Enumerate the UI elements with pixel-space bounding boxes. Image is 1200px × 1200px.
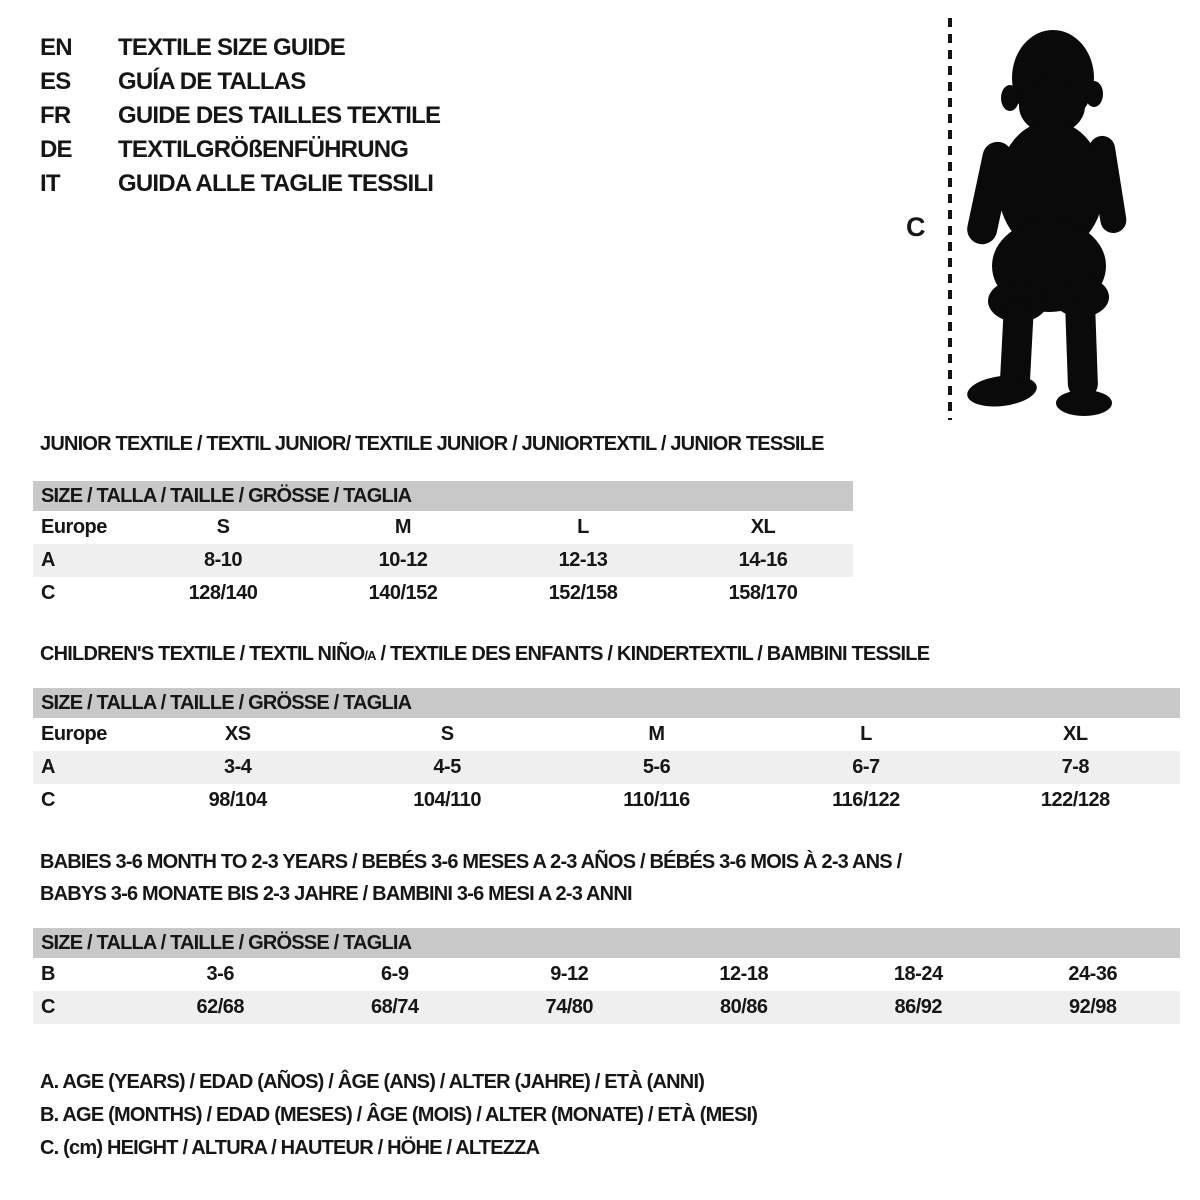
row-label: A <box>41 549 55 571</box>
table-cell: 4-5 <box>433 756 461 778</box>
legend-line-a: A. AGE (YEARS) / EDAD (AÑOS) / ÂGE (ANS)… <box>40 1071 705 1093</box>
table-cell: 5-6 <box>642 756 671 778</box>
row-label: A <box>41 756 55 778</box>
table-cell: 7-8 <box>1061 756 1090 778</box>
children-section-title: CHILDREN'S TEXTILE / TEXTIL NIÑO/A / TEX… <box>40 643 931 666</box>
table-row: C 128/140 140/152 152/158 158/170 <box>33 577 853 610</box>
table-cell: S <box>440 723 454 745</box>
table-row: A 8-10 10-12 12-13 14-16 <box>33 544 853 577</box>
size-table-junior: SIZE / TALLA / TAILLE / GRÖSSE / TAGLIA … <box>33 481 853 610</box>
babies-section-title: BABIES 3-6 MONTH TO 2-3 YEARS / BEBÉS 3-… <box>40 846 902 910</box>
table-cell: 12-18 <box>719 963 769 985</box>
table-row: Europe XS S M L XL <box>33 718 1180 751</box>
language-title: TEXTILGRÖßENFÜHRUNG <box>118 136 409 163</box>
table-cell: 62/68 <box>196 996 245 1018</box>
language-row: IT GUIDA ALLE TAGLIE TESSILI <box>40 167 440 201</box>
table-cell: XL <box>1063 723 1088 745</box>
table-cell: 98/104 <box>208 789 268 811</box>
language-title: GUÍA DE TALLAS <box>118 68 306 95</box>
size-header-bar: SIZE / TALLA / TAILLE / GRÖSSE / TAGLIA <box>33 481 853 511</box>
table-cell: 104/110 <box>413 789 481 811</box>
language-row: ES GUÍA DE TALLAS <box>40 65 440 99</box>
table-cell: 140/152 <box>368 582 438 604</box>
children-title-rest: / TEXTILE DES ENFANTS / KINDERTEXTIL / B… <box>375 643 931 665</box>
size-header-bar: SIZE / TALLA / TAILLE / GRÖSSE / TAGLIA <box>33 688 1180 718</box>
table-cell: 92/98 <box>1068 996 1117 1018</box>
size-table-children: SIZE / TALLA / TAILLE / GRÖSSE / TAGLIA … <box>33 688 1180 817</box>
table-cell: 24-36 <box>1068 963 1118 985</box>
row-label: C <box>41 789 55 811</box>
language-row: EN TEXTILE SIZE GUIDE <box>40 31 440 65</box>
language-row: DE TEXTILGRÖßENFÜHRUNG <box>40 133 440 167</box>
toddler-silhouette-image <box>967 30 1127 416</box>
table-cell: M <box>648 723 665 745</box>
table-cell: 86/92 <box>894 996 943 1018</box>
legend-line-b: B. AGE (MONTHS) / EDAD (MESES) / ÂGE (MO… <box>40 1104 758 1126</box>
table-cell: 18-24 <box>893 963 943 985</box>
size-header-bar: SIZE / TALLA / TAILLE / GRÖSSE / TAGLIA <box>33 928 1180 958</box>
language-title: TEXTILE SIZE GUIDE <box>118 34 346 61</box>
table-cell: L <box>577 516 589 538</box>
language-code: IT <box>40 170 61 197</box>
table-cell: 14-16 <box>738 549 788 571</box>
table-cell: 152/158 <box>548 582 618 604</box>
children-title-main: CHILDREN'S TEXTILE / TEXTIL NIÑO <box>40 643 365 665</box>
table-cell: 158/170 <box>728 582 798 604</box>
size-table-babies: SIZE / TALLA / TAILLE / GRÖSSE / TAGLIA … <box>33 928 1180 1024</box>
row-label: B <box>41 963 55 985</box>
table-cell: 122/128 <box>1040 789 1110 811</box>
babies-title-line2: BABYS 3-6 MONATE BIS 2-3 JAHRE / BAMBINI… <box>40 883 633 905</box>
babies-title-line1: BABIES 3-6 MONTH TO 2-3 YEARS / BEBÉS 3-… <box>40 851 902 873</box>
table-cell: 8-10 <box>203 549 243 571</box>
language-code: EN <box>40 34 73 61</box>
row-label: C <box>41 996 55 1018</box>
table-cell: S <box>216 516 230 538</box>
language-list: EN TEXTILE SIZE GUIDE ES GUÍA DE TALLAS … <box>40 31 441 201</box>
table-cell: 116/122 <box>832 789 900 811</box>
table-cell: 3-4 <box>224 756 252 778</box>
row-label: Europe <box>41 723 107 745</box>
row-label: C <box>41 582 55 604</box>
table-cell: 80/86 <box>719 996 768 1018</box>
table-row: Europe S M L XL <box>33 511 853 544</box>
junior-section-title: JUNIOR TEXTILE / TEXTIL JUNIOR/ TEXTILE … <box>40 433 824 455</box>
language-code: FR <box>40 102 71 129</box>
table-cell: 74/80 <box>545 996 594 1018</box>
language-title: GUIDA ALLE TAGLIE TESSILI <box>118 170 434 197</box>
children-title-sub: /A <box>364 648 376 663</box>
table-cell: 6-7 <box>852 756 880 778</box>
table-cell: XL <box>750 516 776 538</box>
row-label: Europe <box>41 516 107 538</box>
table-cell: 10-12 <box>378 549 428 571</box>
table-row: C 98/104 104/110 110/116 116/122 122/128 <box>33 784 1180 817</box>
language-row: FR GUIDE DES TAILLES TEXTILE <box>40 99 441 133</box>
table-row: B 3-6 6-9 9-12 12-18 18-24 24-36 <box>33 958 1180 991</box>
height-measure-line <box>948 18 952 420</box>
table-cell: 6-9 <box>381 963 409 985</box>
table-row: C 62/68 68/74 74/80 80/86 86/92 92/98 <box>33 991 1180 1024</box>
table-cell: 68/74 <box>370 996 419 1018</box>
table-cell: 110/116 <box>623 789 690 811</box>
table-cell: 9-12 <box>550 963 589 985</box>
table-cell: 3-6 <box>206 963 235 985</box>
legend: A. AGE (YEARS) / EDAD (AÑOS) / ÂGE (ANS)… <box>40 1066 758 1165</box>
table-cell: 128/140 <box>188 582 258 604</box>
language-code: DE <box>40 136 73 163</box>
height-label: C <box>906 212 926 242</box>
language-code: ES <box>40 68 71 95</box>
table-cell: M <box>394 516 412 538</box>
table-cell: 12-13 <box>558 549 608 571</box>
table-cell: XS <box>224 723 251 745</box>
table-row: A 3-4 4-5 5-6 6-7 7-8 <box>33 751 1180 784</box>
language-title: GUIDE DES TAILLES TEXTILE <box>118 102 441 129</box>
legend-line-c: C. (cm) HEIGHT / ALTURA / HAUTEUR / HÖHE… <box>40 1137 540 1159</box>
table-cell: L <box>860 723 872 745</box>
